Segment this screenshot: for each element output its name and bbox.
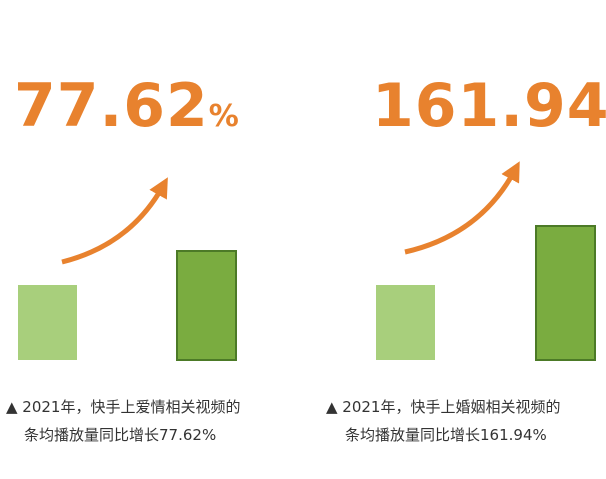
text: 77.62 — [14, 71, 209, 141]
bar-after — [176, 250, 237, 361]
text: % — [209, 99, 239, 134]
caption: 条均播放量同比增长161.94% — [345, 426, 547, 444]
bar-before — [376, 285, 435, 360]
bar-after — [535, 225, 596, 361]
growth-number: 161.94% — [372, 71, 606, 141]
panel: 161.94% ▲ 2021年，快手上婚姻相关视频的 条均播放量同比增长161.… — [326, 71, 606, 444]
growth-arrow — [404, 161, 520, 255]
caption: ▲ 2021年，快手上爱情相关视频的 — [6, 398, 240, 416]
bar-before — [18, 285, 77, 360]
caption: 条均播放量同比增长77.62% — [24, 426, 216, 444]
panel: 77.62% ▲ 2021年，快手上爱情相关视频的 条均播放量同比增长77.62… — [6, 71, 240, 444]
text: 161.94 — [372, 71, 606, 141]
growth-arrow — [61, 177, 168, 265]
caption: ▲ 2021年，快手上婚姻相关视频的 — [326, 398, 560, 416]
growth-number: 77.62% — [14, 71, 239, 141]
